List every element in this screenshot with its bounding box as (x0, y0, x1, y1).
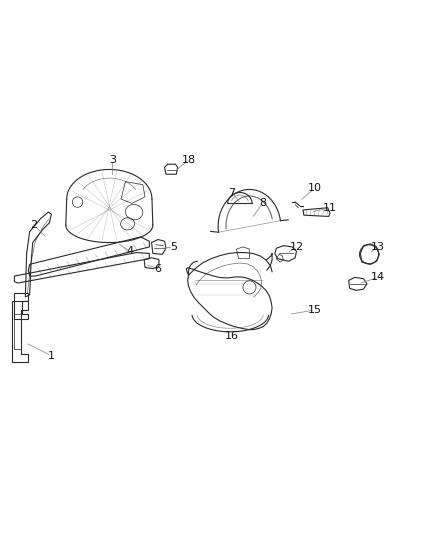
Text: 2: 2 (31, 220, 38, 230)
Text: 7: 7 (229, 188, 236, 198)
Text: 1: 1 (48, 351, 55, 361)
Text: 5: 5 (170, 242, 177, 252)
Text: 13: 13 (371, 242, 385, 252)
Text: 3: 3 (109, 155, 116, 165)
Text: 8: 8 (259, 198, 266, 208)
Text: 16: 16 (225, 331, 239, 341)
Text: 10: 10 (308, 183, 322, 193)
Text: 12: 12 (290, 242, 304, 252)
Text: 4: 4 (126, 246, 133, 256)
Text: 18: 18 (181, 155, 196, 165)
Text: 11: 11 (323, 203, 337, 213)
Text: 14: 14 (371, 272, 385, 282)
Text: 15: 15 (308, 305, 322, 315)
Text: 6: 6 (155, 264, 162, 273)
